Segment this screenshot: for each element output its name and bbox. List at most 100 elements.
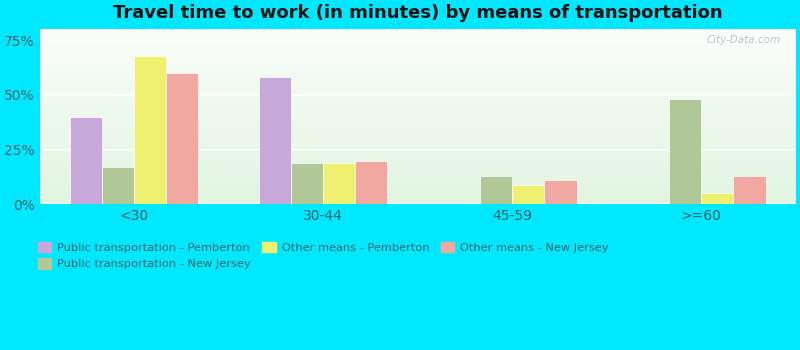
Bar [40, 36, 796, 38]
Bar [40, 189, 796, 190]
Bar [40, 31, 796, 33]
Bar [40, 201, 796, 203]
Bar [40, 154, 796, 155]
Bar [40, 166, 796, 168]
Bar [102, 167, 134, 204]
Bar [40, 182, 796, 183]
Bar [40, 33, 796, 35]
Bar [40, 197, 796, 199]
Bar [40, 96, 796, 98]
Bar [40, 78, 796, 80]
Bar [40, 35, 796, 36]
Bar [40, 105, 796, 106]
Bar [40, 169, 796, 171]
Bar [40, 124, 796, 126]
Bar [40, 43, 796, 45]
Bar [40, 155, 796, 157]
Bar [40, 99, 796, 101]
Bar [40, 45, 796, 47]
Bar [40, 59, 796, 61]
Bar [40, 113, 796, 115]
Bar [40, 199, 796, 201]
Bar [512, 185, 545, 204]
Bar [355, 161, 387, 204]
Bar [40, 38, 796, 40]
Bar [40, 89, 796, 91]
Bar [40, 61, 796, 63]
Bar [40, 147, 796, 148]
Bar [40, 49, 796, 50]
Bar [40, 29, 796, 31]
Bar [545, 180, 577, 204]
Bar [40, 71, 796, 73]
Bar [40, 108, 796, 110]
Bar [40, 84, 796, 85]
Bar [40, 56, 796, 57]
Bar [40, 134, 796, 136]
Bar [40, 98, 796, 99]
Bar [40, 150, 796, 152]
Bar [40, 183, 796, 185]
Bar [40, 192, 796, 194]
Bar [40, 64, 796, 66]
Bar [669, 99, 702, 204]
Bar [70, 117, 102, 204]
Bar [480, 176, 512, 204]
Bar [40, 171, 796, 173]
Title: Travel time to work (in minutes) by means of transportation: Travel time to work (in minutes) by mean… [113, 4, 722, 22]
Bar [40, 126, 796, 127]
Bar [40, 77, 796, 78]
Bar [40, 52, 796, 54]
Bar [40, 175, 796, 176]
Bar [40, 129, 796, 131]
Bar [40, 50, 796, 52]
Legend: Public transportation - Pemberton, Public transportation - New Jersey, Other mea: Public transportation - Pemberton, Publi… [38, 241, 608, 270]
Bar [40, 136, 796, 138]
Bar [40, 161, 796, 162]
Bar [40, 117, 796, 119]
Bar [40, 143, 796, 145]
Bar [323, 163, 355, 204]
Bar [40, 70, 796, 71]
Bar [40, 138, 796, 140]
Bar [40, 187, 796, 189]
Bar [40, 85, 796, 87]
Bar [40, 106, 796, 108]
Bar [40, 87, 796, 89]
Bar [166, 73, 198, 204]
Bar [40, 80, 796, 82]
Bar [40, 180, 796, 182]
Bar [259, 77, 291, 204]
Bar [40, 91, 796, 92]
Bar [40, 57, 796, 59]
Bar [40, 68, 796, 70]
Bar [40, 162, 796, 164]
Bar [40, 54, 796, 56]
Bar [40, 152, 796, 154]
Bar [40, 141, 796, 143]
Bar [40, 133, 796, 134]
Bar [40, 190, 796, 192]
Bar [40, 120, 796, 122]
Bar [40, 173, 796, 175]
Bar [134, 56, 166, 204]
Bar [40, 127, 796, 129]
Bar [40, 92, 796, 94]
Bar [40, 94, 796, 96]
Bar [40, 42, 796, 43]
Bar [40, 164, 796, 166]
Bar [40, 148, 796, 150]
Bar [40, 47, 796, 49]
Bar [40, 185, 796, 187]
Bar [40, 145, 796, 147]
Bar [40, 168, 796, 169]
Bar [40, 119, 796, 120]
Bar [40, 157, 796, 159]
Bar [40, 110, 796, 112]
Bar [40, 112, 796, 113]
Bar [40, 73, 796, 75]
Bar [40, 194, 796, 196]
Bar [40, 203, 796, 204]
Bar [734, 176, 766, 204]
Bar [40, 178, 796, 180]
